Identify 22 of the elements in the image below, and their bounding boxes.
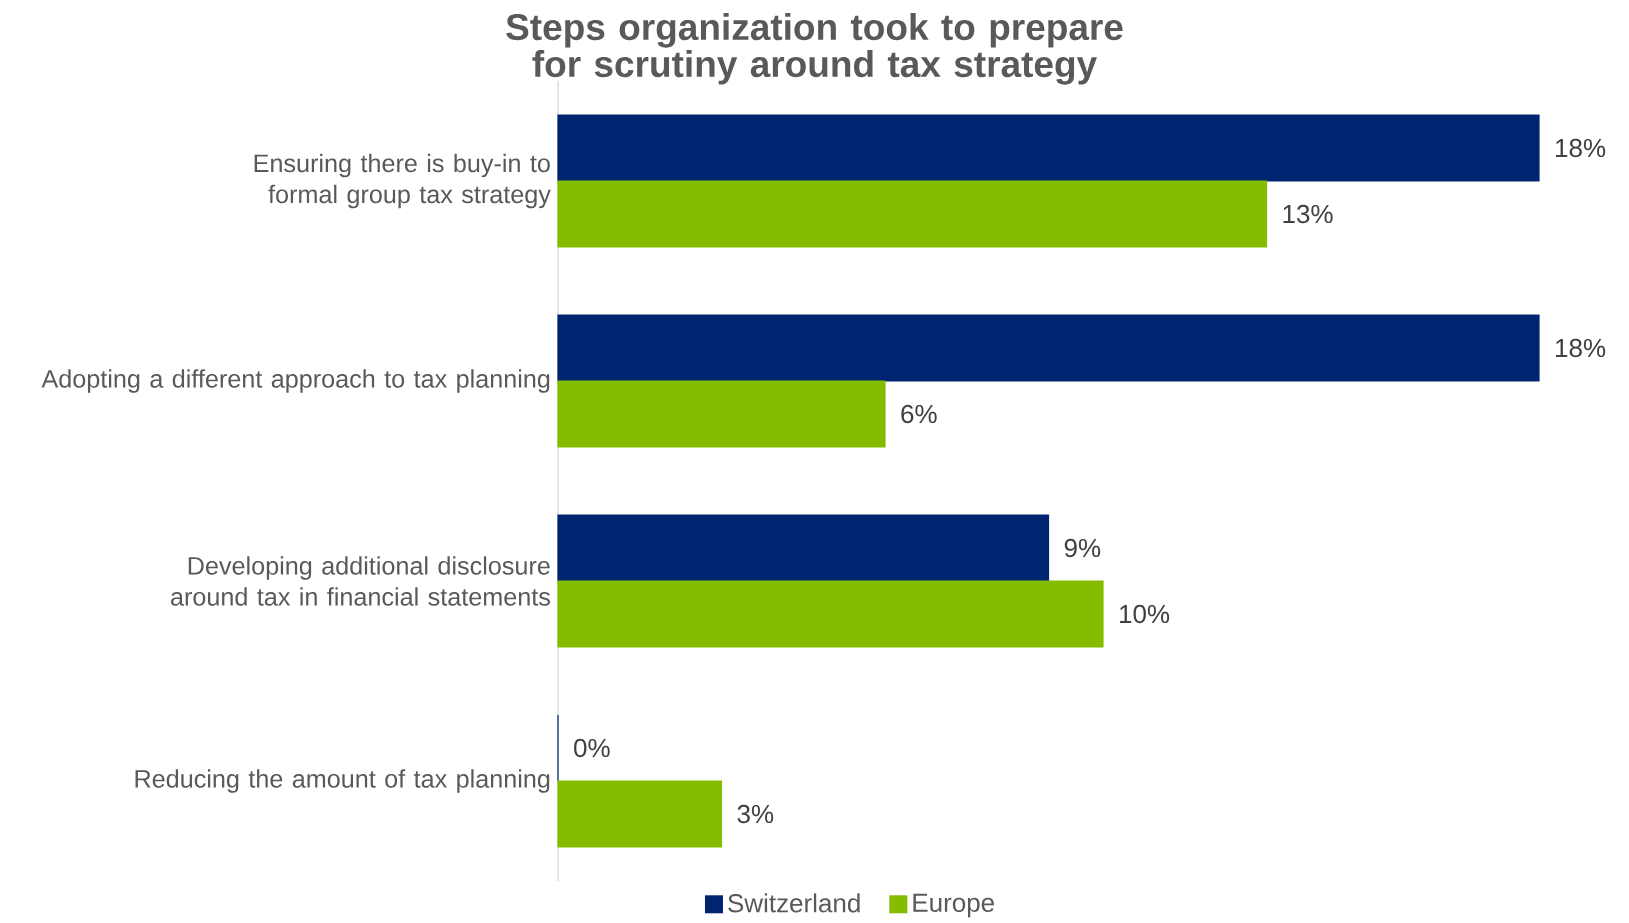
- legend-label: Switzerland: [728, 893, 860, 913]
- data-label: 9%: [1064, 538, 1101, 558]
- data-label: 13%: [1283, 204, 1333, 224]
- bar: [557, 514, 1050, 582]
- bar: [557, 314, 1540, 382]
- y-tick-label: Adopting a different approach to tax planning: [41, 369, 550, 393]
- data-label: 3%: [737, 804, 774, 824]
- bar: [557, 380, 886, 448]
- bar: [557, 180, 1268, 248]
- bar: [557, 580, 1104, 648]
- y-tick-label: Ensuring there is buy-in to formal group tax strategy: [254, 153, 551, 209]
- data-label: 18%: [1556, 338, 1606, 358]
- data-label: 18%: [1556, 138, 1606, 158]
- bar: [557, 114, 1540, 182]
- y-tick-label: Developing additional disclosure around tax in financial statements: [171, 556, 550, 606]
- data-label: 6%: [901, 404, 937, 424]
- legend-label: Europe: [913, 893, 994, 918]
- y-tick-label: Reducing the amount of tax planning: [135, 769, 550, 793]
- bar: [557, 780, 723, 848]
- data-label: 10%: [1120, 604, 1170, 624]
- chart-title: Steps organization took to prepare for scrutiny around tax strategy: [506, 12, 1123, 85]
- data-label: 0%: [574, 738, 610, 758]
